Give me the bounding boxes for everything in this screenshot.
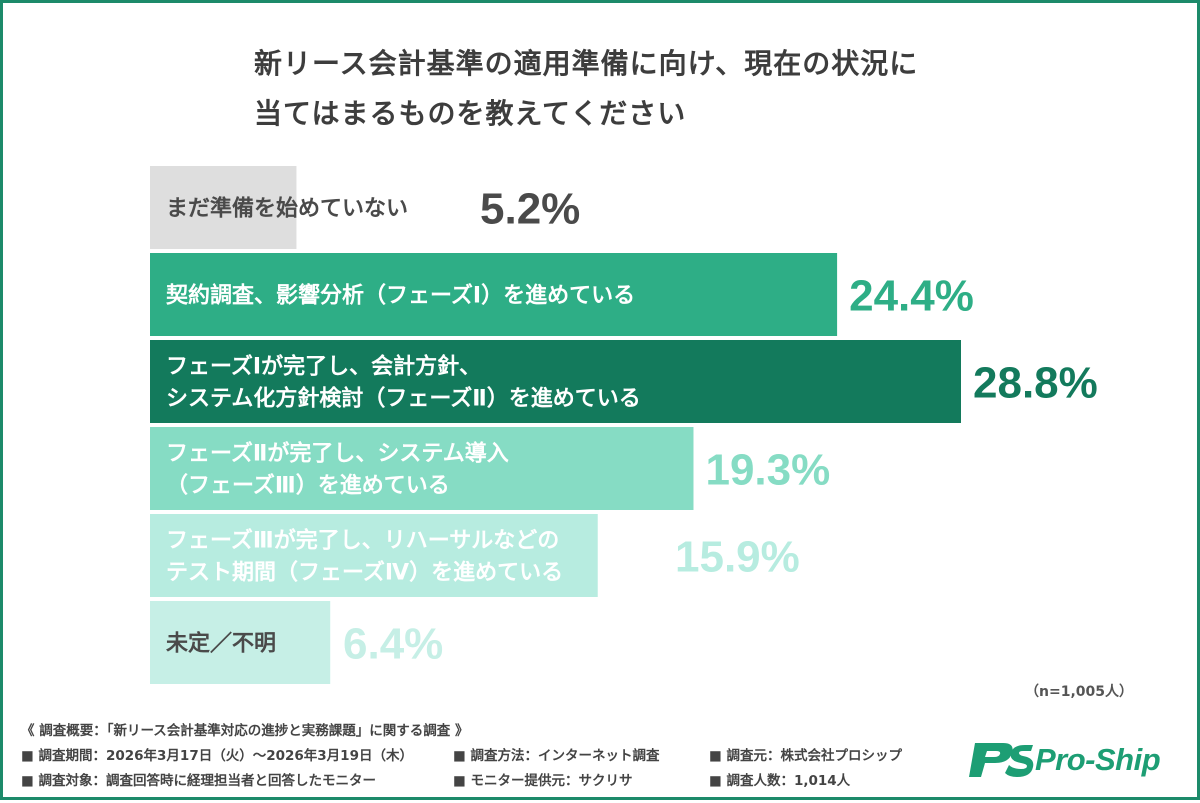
footer-item: ■ 調査対象：調査回答時に経理担当者と回答したモニター: [21, 773, 376, 789]
logo-text: Pro-Ship: [1035, 742, 1161, 777]
bar-category-label: 契約調査、影響分析（フェーズⅠ）を進めている: [165, 283, 635, 309]
title-line-1: 新リース会計基準の適用準備に向け、現在の状況に: [254, 47, 919, 80]
chart-title: 新リース会計基準の適用準備に向け、現在の状況に 当てはまるものを教えてください: [254, 39, 1014, 139]
bar-category-label: （フェーズⅢ）を進めている: [166, 473, 450, 499]
footer-item: ■ モニター提供元：サクリサ: [453, 773, 633, 789]
footer-item: ■ 調査期間：2026年3月17日（火）〜2026年3月19日（木）: [21, 748, 413, 764]
bar-value-label: 28.8%: [973, 359, 1098, 408]
bar: [150, 340, 961, 423]
bar: [150, 514, 598, 597]
footer-item: ■ 調査人数：1,014人: [709, 773, 851, 789]
title-line-2: 当てはまるものを教えてください: [254, 97, 687, 130]
footer-heading: 《 調査概要：「新リース会計基準対応の進捗と実務課題」に関する調査 》: [21, 723, 469, 739]
bar-category-label: フェーズⅠが完了し、会計方針、: [166, 354, 481, 380]
bar: [150, 253, 838, 336]
footer-item: ■ 調査方法：インターネット調査: [453, 748, 660, 764]
bar-value-label: 15.9%: [675, 533, 800, 582]
sample-size-note: （n=1,005人）: [1025, 684, 1133, 700]
bar-value-label: 24.4%: [849, 272, 974, 321]
bar-category-label: 未定／不明: [166, 631, 276, 657]
bar-value-label: 19.3%: [705, 446, 830, 495]
bar-category-label: まだ準備を始めていない: [166, 196, 408, 222]
bar-category-label: テスト期間（フェーズⅣ）を進めている: [166, 560, 563, 586]
bar-category-label: フェーズⅢが完了し、リハーサルなどの: [166, 528, 559, 554]
bar: [150, 166, 297, 249]
bar-value-label: 6.4%: [343, 620, 443, 669]
bar: [150, 427, 694, 510]
bar-value-label: 5.2%: [480, 185, 580, 234]
bar: [150, 601, 331, 684]
footer-item: ■ 調査元：株式会社プロシップ: [709, 748, 902, 764]
pro-ship-logo: Pro-Ship: [965, 739, 1180, 783]
bar-category-label: フェーズⅡが完了し、システム導入: [166, 441, 509, 467]
pro-ship-logo-mark-icon: [969, 743, 1034, 777]
bar-category-label: システム化方針検討（フェーズⅡ）を進めている: [166, 386, 641, 412]
bar-chart: まだ準備を始めていない 5.2% 契約調査、影響分析（フェーズⅠ）を進めている 24.…: [150, 166, 1098, 684]
